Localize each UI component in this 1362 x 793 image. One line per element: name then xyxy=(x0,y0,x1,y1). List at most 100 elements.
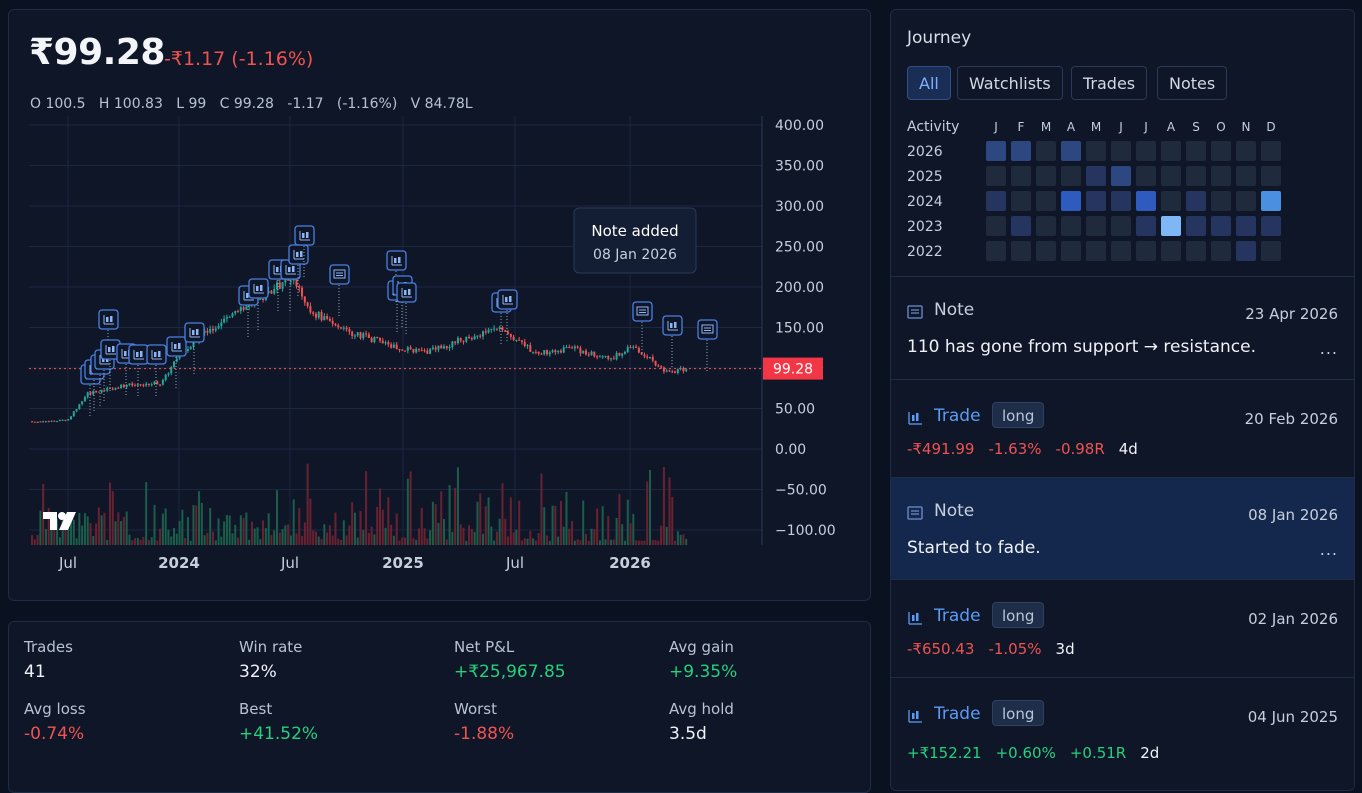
heatmap-cell[interactable] xyxy=(1161,241,1181,261)
heatmap-cell[interactable] xyxy=(1261,166,1281,186)
volume-bar xyxy=(359,511,362,545)
note-marker-icon[interactable] xyxy=(329,264,350,317)
tab-trades[interactable]: Trades xyxy=(1071,66,1148,100)
heatmap-cell[interactable] xyxy=(1061,216,1081,236)
trade-marker-icon[interactable] xyxy=(184,322,205,375)
heatmap-cell[interactable] xyxy=(986,166,1006,186)
heatmap-cell[interactable] xyxy=(1161,191,1181,211)
tradingview-logo-icon[interactable] xyxy=(43,510,81,532)
trade-marker-icon[interactable] xyxy=(396,282,417,335)
heatmap-cell[interactable] xyxy=(1061,191,1081,211)
heatmap-cell[interactable] xyxy=(1186,166,1206,186)
trade-marker-icon[interactable] xyxy=(662,315,683,368)
heatmap-cell[interactable] xyxy=(1136,241,1156,261)
candle-body xyxy=(465,336,468,342)
heatmap-cell[interactable] xyxy=(1136,191,1156,211)
trade-marker-icon[interactable] xyxy=(128,344,149,397)
note-marker-icon[interactable] xyxy=(697,319,718,372)
heatmap-cell[interactable] xyxy=(1036,141,1056,161)
heatmap-cell[interactable] xyxy=(1011,241,1031,261)
heatmap-cell[interactable] xyxy=(1011,191,1031,211)
heatmap-cell[interactable] xyxy=(1136,166,1156,186)
heatmap-cell[interactable] xyxy=(1086,191,1106,211)
heatmap-cell[interactable] xyxy=(1211,216,1231,236)
heatmap-cell[interactable] xyxy=(1236,191,1256,211)
heatmap-cell[interactable] xyxy=(1186,216,1206,236)
heatmap-cell[interactable] xyxy=(1036,216,1056,236)
trade-marker-icon[interactable] xyxy=(280,259,301,312)
heatmap-cell[interactable] xyxy=(986,241,1006,261)
heatmap-cell[interactable] xyxy=(986,216,1006,236)
heatmap-cell[interactable] xyxy=(986,191,1006,211)
journal-note-entry[interactable]: Note 08 Jan 2026 Started to fade.... xyxy=(891,477,1354,579)
candle-body xyxy=(476,335,479,337)
heatmap-cell[interactable] xyxy=(1161,166,1181,186)
volume-bar xyxy=(284,525,287,545)
heatmap-cell[interactable] xyxy=(1261,191,1281,211)
tab-watchlists[interactable]: Watchlists xyxy=(957,66,1063,100)
heatmap-cell[interactable] xyxy=(1211,191,1231,211)
heatmap-cell[interactable] xyxy=(1086,241,1106,261)
tab-all[interactable]: All xyxy=(907,66,951,100)
more-options-icon[interactable]: ... xyxy=(1319,339,1338,358)
heatmap-cell[interactable] xyxy=(1261,216,1281,236)
journal-note-entry[interactable]: Note 23 Apr 2026 110 has gone from support… xyxy=(891,276,1354,379)
heatmap-cell[interactable] xyxy=(1061,141,1081,161)
trade-marker-icon[interactable] xyxy=(497,289,518,342)
heatmap-cell[interactable] xyxy=(1111,166,1131,186)
trade-marker-icon[interactable] xyxy=(248,278,269,331)
volume-bar xyxy=(248,539,251,545)
price-change: -₹1.17 (-1.16%) xyxy=(164,48,314,70)
heatmap-cell[interactable] xyxy=(1136,216,1156,236)
heatmap-cell[interactable] xyxy=(1186,141,1206,161)
heatmap-cell[interactable] xyxy=(1011,141,1031,161)
candle-body xyxy=(170,366,173,374)
note-marker-icon[interactable] xyxy=(632,301,653,354)
volume-bar xyxy=(568,528,571,545)
heatmap-cell[interactable] xyxy=(1111,216,1131,236)
heatmap-cell[interactable] xyxy=(1086,166,1106,186)
volume-bar xyxy=(676,531,679,545)
journal-trade-entry[interactable]: Trade long 04 Jun 2025 +₹152.21 +0.60% +0.51R… xyxy=(891,677,1354,787)
trade-marker-icon[interactable] xyxy=(100,339,121,392)
volume-bar xyxy=(493,540,496,545)
trade-marker-icon[interactable] xyxy=(294,225,315,278)
heatmap-cell[interactable] xyxy=(1011,166,1031,186)
heatmap-cell[interactable] xyxy=(1211,166,1231,186)
heatmap-cell[interactable] xyxy=(1111,191,1131,211)
heatmap-cell[interactable] xyxy=(1211,141,1231,161)
heatmap-cell[interactable] xyxy=(1111,241,1131,261)
heatmap-cell[interactable] xyxy=(1211,241,1231,261)
heatmap-cell[interactable] xyxy=(1111,141,1131,161)
heatmap-cell[interactable] xyxy=(1061,166,1081,186)
price-chart[interactable]: 400.00350.00300.00250.00200.00150.00100.… xyxy=(9,10,870,600)
heatmap-cell[interactable] xyxy=(1236,216,1256,236)
heatmap-cell[interactable] xyxy=(1161,216,1181,236)
heatmap-cell[interactable] xyxy=(1136,141,1156,161)
heatmap-cell[interactable] xyxy=(1186,241,1206,261)
heatmap-cell[interactable] xyxy=(1261,241,1281,261)
trade-marker-icon[interactable] xyxy=(166,336,187,389)
heatmap-cell[interactable] xyxy=(1186,191,1206,211)
heatmap-cell[interactable] xyxy=(1011,216,1031,236)
candle-body xyxy=(36,421,39,423)
heatmap-cell[interactable] xyxy=(1036,166,1056,186)
heatmap-cell[interactable] xyxy=(1086,141,1106,161)
heatmap-cell[interactable] xyxy=(1036,191,1056,211)
trade-marker-icon[interactable] xyxy=(146,344,167,397)
journal-trade-entry[interactable]: Trade long 02 Jan 2026 -₹650.43 -1.05% 3d xyxy=(891,579,1354,677)
heatmap-cell[interactable] xyxy=(986,141,1006,161)
heatmap-cell[interactable] xyxy=(1161,141,1181,161)
heatmap-cell[interactable] xyxy=(1236,241,1256,261)
volume-bar xyxy=(256,527,259,545)
heatmap-cell[interactable] xyxy=(1086,216,1106,236)
volume-bar xyxy=(195,505,198,545)
heatmap-cell[interactable] xyxy=(1236,166,1256,186)
journal-trade-entry[interactable]: Trade long 20 Feb 2026 -₹491.99 -1.63% -0.98R… xyxy=(891,379,1354,477)
heatmap-cell[interactable] xyxy=(1036,241,1056,261)
heatmap-cell[interactable] xyxy=(1261,141,1281,161)
tab-notes[interactable]: Notes xyxy=(1157,66,1228,100)
heatmap-cell[interactable] xyxy=(1236,141,1256,161)
heatmap-cell[interactable] xyxy=(1061,241,1081,261)
more-options-icon[interactable]: ... xyxy=(1319,540,1338,559)
